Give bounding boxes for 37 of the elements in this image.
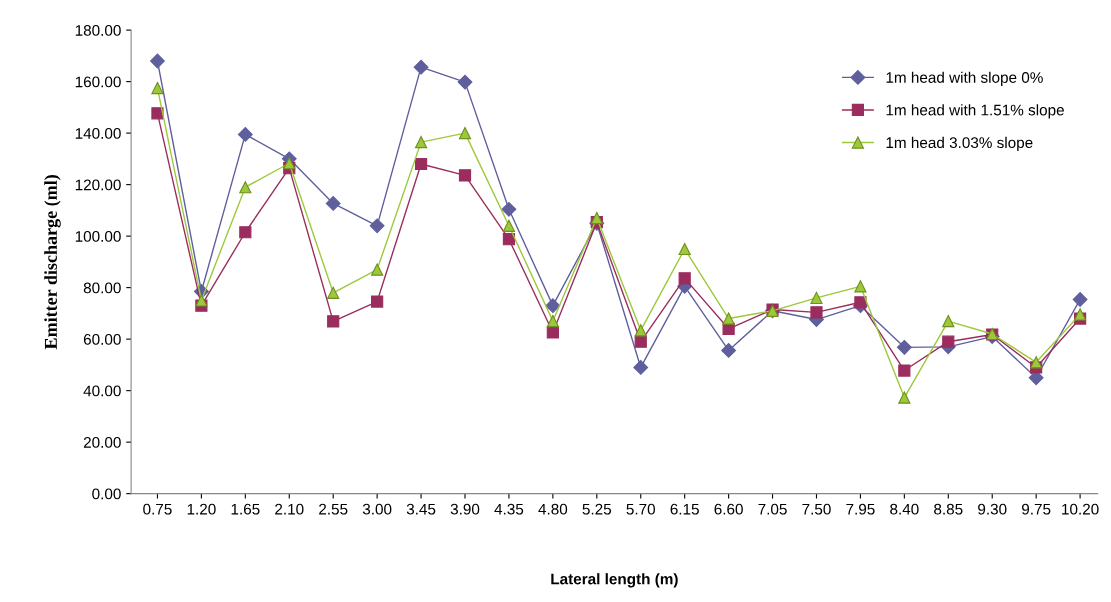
x-tick-label: 4.80 xyxy=(538,503,568,515)
y-tick-label: 0.00 xyxy=(92,488,121,500)
x-tick-label: 3.00 xyxy=(362,503,392,515)
x-tick-label: 10.20 xyxy=(1062,503,1099,515)
x-tick-label: 4.35 xyxy=(494,503,524,515)
x-tick-label: 7.50 xyxy=(802,503,831,515)
x-tick-label: 8.85 xyxy=(934,503,963,515)
y-axis-title: Emitter discharge (ml) xyxy=(44,175,61,350)
x-tick-label: 0.75 xyxy=(143,503,172,515)
x-tick-label: 5.70 xyxy=(626,503,656,515)
x-tick-label: 2.55 xyxy=(319,503,348,515)
y-tick-label: 120.00 xyxy=(75,179,121,191)
x-tick-label: 1.65 xyxy=(231,503,260,515)
x-tick-label: 3.90 xyxy=(450,503,480,515)
x-tick-label: 5.25 xyxy=(582,503,612,515)
y-tick-label: 20.00 xyxy=(83,437,121,448)
x-tick-label: 2.10 xyxy=(275,503,304,515)
legend-label: 1m head with slope 0% xyxy=(886,71,1043,86)
y-tick-label: 180.00 xyxy=(75,24,121,36)
legend-label: 1m head 3.03% slope xyxy=(886,136,1033,152)
x-tick-label: 8.40 xyxy=(890,503,919,515)
y-tick-label: 140.00 xyxy=(75,127,121,139)
x-tick-label: 3.45 xyxy=(406,503,436,515)
x-tick-label: 1.20 xyxy=(187,503,216,515)
x-tick-label: 7.05 xyxy=(758,503,787,515)
y-tick-label: 40.00 xyxy=(83,385,121,397)
y-tick-label: 160.00 xyxy=(75,76,121,88)
y-tick-label: 100.00 xyxy=(75,230,121,242)
y-tick-label: 60.00 xyxy=(83,333,121,345)
x-tick-label: 9.30 xyxy=(978,503,1007,515)
x-tick-label: 7.95 xyxy=(846,503,875,515)
legend-label: 1m head with 1.51% slope xyxy=(886,104,1064,119)
x-axis-title: Lateral length (m) xyxy=(551,573,678,588)
x-tick-label: 6.60 xyxy=(714,503,743,515)
y-tick-label: 80.00 xyxy=(83,282,121,294)
x-tick-label: 9.75 xyxy=(1022,503,1051,515)
x-tick-label: 6.15 xyxy=(670,503,699,515)
